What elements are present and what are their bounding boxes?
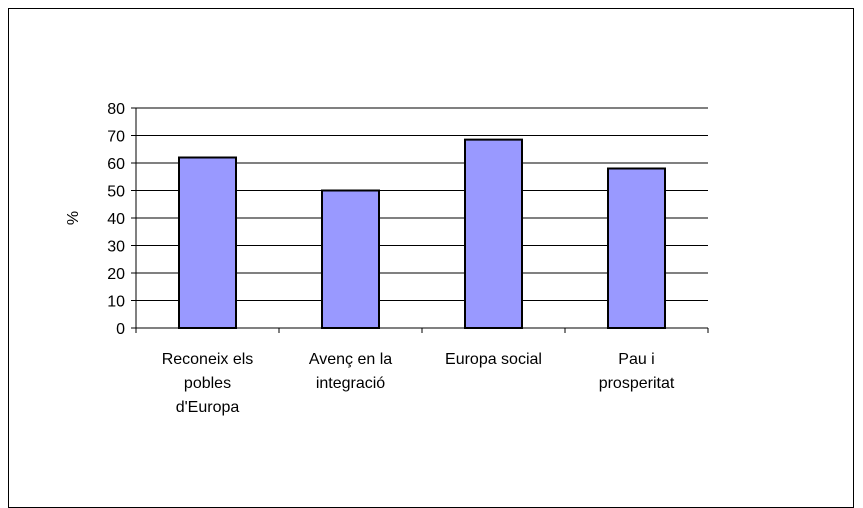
bar xyxy=(464,138,523,329)
x-tick-label: Reconeix els pobles d'Europa xyxy=(162,351,254,416)
bar-chart: 0 10 20 30 40 50 60 70 80 Reconeix els pobles d'Eu… xyxy=(65,101,709,416)
y-tick-label: 70 xyxy=(107,129,125,146)
y-tick-label: 50 xyxy=(107,184,125,201)
bar xyxy=(321,189,380,329)
y-tick-label: 40 xyxy=(107,211,125,228)
y-tick-labels: 0 10 20 30 40 50 60 70 80 xyxy=(107,101,125,338)
bar xyxy=(178,156,237,329)
y-axis-label: % xyxy=(65,211,82,225)
y-tick-label: 30 xyxy=(107,239,125,256)
y-tick-label: 0 xyxy=(116,321,125,338)
bars xyxy=(178,138,666,329)
y-tick-label: 10 xyxy=(107,294,125,311)
y-tick-label: 20 xyxy=(107,266,125,283)
y-tick-label: 80 xyxy=(107,101,125,118)
y-tick-label: 60 xyxy=(107,156,125,173)
x-tick-labels: Reconeix els pobles d'Europa Avenç en la int… xyxy=(162,351,675,416)
x-tick-label: Europa social xyxy=(445,351,542,368)
bar xyxy=(607,167,666,329)
x-tick-label: Avenç en la integració xyxy=(309,351,392,392)
plot-area: 0 10 20 30 40 50 60 70 80 Reconeix els pobles d'Eu… xyxy=(107,101,709,416)
axes xyxy=(131,107,709,333)
x-tick-label: Pau i prosperitat xyxy=(599,351,675,392)
chart-area xyxy=(8,8,854,508)
